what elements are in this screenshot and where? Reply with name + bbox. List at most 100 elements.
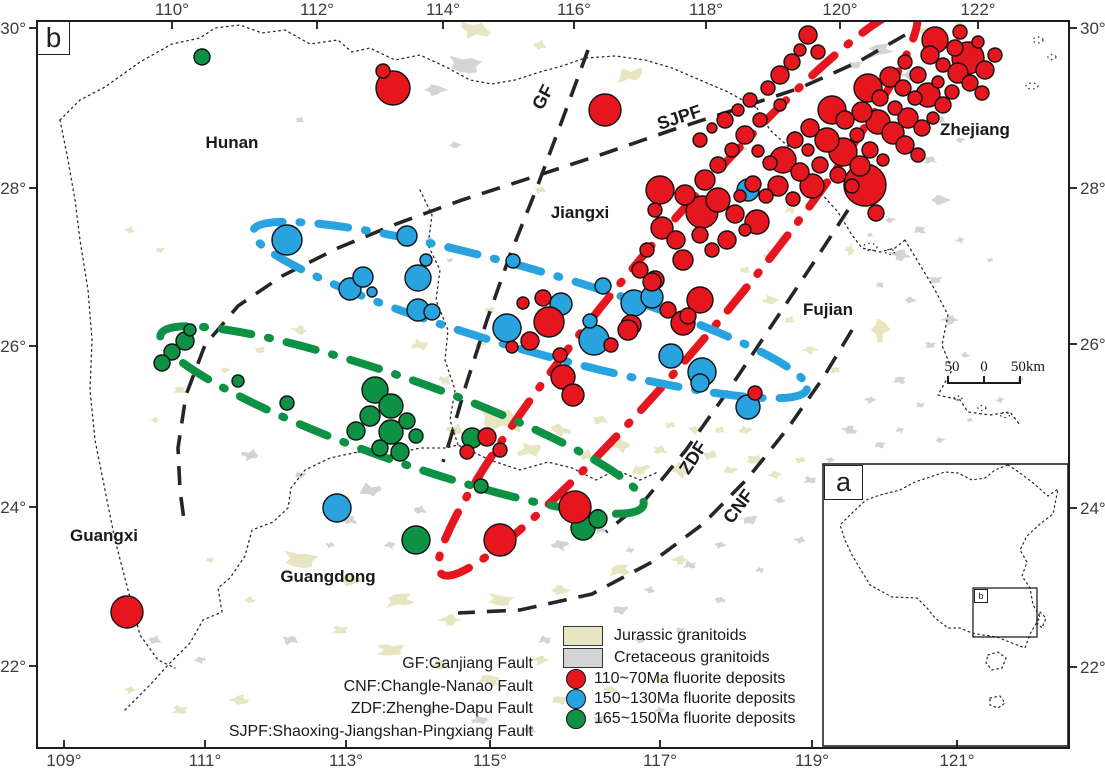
inset-study-area-label: b xyxy=(978,591,984,601)
jurassic-granitoid-patch xyxy=(785,316,796,323)
axis-label-bottom: 121° xyxy=(939,751,974,770)
cretaceous-granitoid-patch xyxy=(295,117,305,123)
cretaceous-granitoid-patch xyxy=(714,541,727,550)
map-legend: Jurassic granitoids Cretaceous granitoid… xyxy=(563,625,795,729)
jurassic-granitoid-patch xyxy=(446,422,463,436)
red-fluorite-deposit-marker xyxy=(492,442,508,458)
cretaceous-granitoid-patch xyxy=(523,725,537,734)
red-fluorite-deposit-marker xyxy=(876,153,890,167)
jurassic-granitoid-patch xyxy=(227,694,250,705)
red-fluorite-deposit-marker xyxy=(934,96,952,114)
red-fluorite-deposit-marker xyxy=(691,226,709,244)
red-fluorite-deposit-marker xyxy=(645,175,675,205)
green-fluorite-deposit-marker xyxy=(398,412,416,430)
jurassic-granitoid-patch xyxy=(376,644,405,656)
red-fluorite-deposit-marker xyxy=(483,523,517,557)
red-fluorite-deposit-marker xyxy=(762,155,778,171)
cretaceous-granitoid-patch xyxy=(643,585,655,594)
jurassic-granitoid-patch xyxy=(484,306,495,313)
jurassic-granitoid-patch xyxy=(385,593,415,609)
axis-label-top: 114° xyxy=(426,0,460,19)
legend-row-green-deposits: 165~150Ma fluorite deposits xyxy=(563,709,795,729)
legend-row-blue-deposits: 150~130Ma fluorite deposits xyxy=(563,689,795,709)
red-fluorite-deposit-marker xyxy=(666,230,686,250)
cretaceous-granitoid-patch xyxy=(550,539,569,552)
red-fluorite-deposit-marker xyxy=(952,24,968,40)
legend-row-jurassic: Jurassic granitoids xyxy=(563,625,795,647)
cretaceous-granitoid-patch xyxy=(413,505,427,514)
province-label-guangxi: Guangxi xyxy=(70,526,138,545)
red-fluorite-deposit-marker xyxy=(505,340,519,354)
red-fluorite-deposit-marker xyxy=(767,175,789,197)
blue-fluorite-deposit-marker xyxy=(366,286,378,298)
red-fluorite-deposit-marker xyxy=(798,25,818,45)
green-fluorite-deposit-marker xyxy=(346,421,366,441)
fault-key-gf: GF:Ganjiang Fault xyxy=(402,655,533,672)
red-fluorite-deposit-marker xyxy=(961,74,979,92)
red-fluorite-deposit-marker xyxy=(895,135,915,155)
cretaceous-granitoid-patch xyxy=(841,425,858,434)
island-outline-dotted xyxy=(862,242,878,252)
cretaceous-granitoid-patch xyxy=(148,635,162,644)
jurassic-granitoid-patch xyxy=(784,206,795,214)
cretaceous-granitoid-patch xyxy=(537,635,551,645)
red-fluorite-deposit-marker xyxy=(679,307,697,325)
legend-label-green-deposits: 165~150Ma fluorite deposits xyxy=(594,710,796,727)
jurassic-granitoid-patch xyxy=(148,417,160,423)
red-fluorite-deposit-marker xyxy=(770,65,790,85)
green-fluorite-deposit-marker xyxy=(371,439,389,457)
jurassic-granitoid-patch xyxy=(687,425,703,436)
blue-fluorite-deposit-marker xyxy=(578,324,610,356)
cretaceous-granitoid-patch xyxy=(954,237,965,244)
axis-ticks xyxy=(29,21,1077,748)
jurassic-granitoid-patch xyxy=(534,186,546,195)
jurassic-granitoid-patch xyxy=(172,386,187,393)
cretaceous-granitoid-patch xyxy=(923,156,938,164)
red-fluorite-deposit-marker xyxy=(706,122,718,134)
red-fluorite-deposit-marker xyxy=(829,166,847,184)
jurassic-granitoid-patch xyxy=(870,318,891,343)
green-fluorite-deposit-marker xyxy=(163,343,181,361)
legend-row-red-deposits: 110~70Ma fluorite deposits xyxy=(563,669,795,689)
red-fluorite-deposit-marker xyxy=(867,204,885,222)
scale-bar-right-label: 50km xyxy=(1011,359,1046,375)
jurassic-granitoid-patch xyxy=(254,347,266,353)
red-fluorite-deposit-marker xyxy=(716,111,734,129)
jurassic-granitoid-patch xyxy=(801,346,819,355)
jurassic-granitoid-patch xyxy=(766,470,783,480)
red-fluorite-deposit-marker xyxy=(931,75,945,89)
jurassic-swatch xyxy=(563,626,603,646)
jurassic-granitoid-patch xyxy=(603,686,619,695)
cretaceous-granitoid-patch xyxy=(676,627,685,633)
red-fluorite-deposit-marker xyxy=(793,43,807,57)
cretaceous-granitoid-patch xyxy=(424,707,437,714)
panel-label-b: b xyxy=(45,22,62,53)
red-fluorite-deposit-marker xyxy=(987,47,1003,63)
red-fluorite-deposit-marker xyxy=(844,178,860,194)
cretaceous-granitoid-patch xyxy=(325,541,335,549)
cretaceous-granitoid-patch xyxy=(653,706,666,714)
map-content: GFSJPFZDFCNFHunanJiangxiZhejiangFujianGu… xyxy=(59,21,1057,734)
cretaceous-granitoid-patch xyxy=(625,546,635,553)
red-fluorite-deposit-marker xyxy=(913,119,931,137)
red-fluorite-deposit-marker xyxy=(871,89,889,107)
fault-label-sjpf: SJPF xyxy=(655,101,704,134)
green-fluorite-deposit-marker xyxy=(401,525,431,555)
legend-label-red-deposits: 110~70Ma fluorite deposits xyxy=(594,670,786,687)
cretaceous-granitoid-patch xyxy=(281,635,298,646)
axis-label-bottom: 119° xyxy=(795,751,829,770)
red-fluorite-deposit-marker xyxy=(800,118,820,138)
jurassic-granitoid-patch xyxy=(206,557,215,564)
red-fluorite-deposit-marker xyxy=(110,595,144,629)
cretaceous-granitoid-patch xyxy=(930,194,952,206)
red-fluorite-deposit-marker xyxy=(894,79,912,97)
blue-fluorite-deposit-marker xyxy=(582,313,598,329)
blue-belt-ellipse xyxy=(248,217,812,403)
map-frame xyxy=(36,20,1070,749)
scale-bar: 50 0 50km xyxy=(945,359,1046,384)
cretaceous-granitoid-patch xyxy=(897,69,920,81)
jurassic-granitoid-patch xyxy=(793,456,805,464)
green-fluorite-deposit-marker xyxy=(378,393,404,419)
cretaceous-granitoid-patch xyxy=(755,566,764,574)
